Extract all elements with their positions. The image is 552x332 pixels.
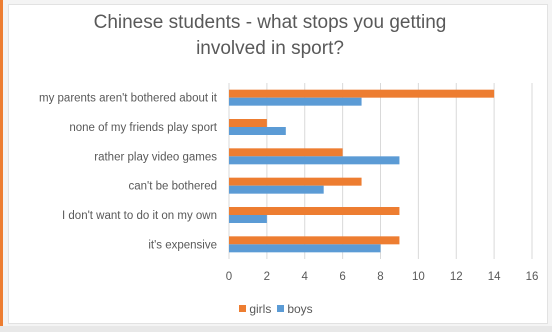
x-tick-label-1: 2 xyxy=(264,271,270,283)
bottom-strip xyxy=(0,326,552,332)
bar-boys-3 xyxy=(229,185,324,194)
x-tick-label-4: 8 xyxy=(377,271,383,283)
bar-boys-2 xyxy=(229,156,400,165)
bar-girls-2 xyxy=(229,148,343,157)
x-tick-label-3: 6 xyxy=(339,271,345,283)
bar-girls-3 xyxy=(229,177,362,186)
category-label-5: it's expensive xyxy=(148,239,217,251)
category-label-4: I don't want to do it on my own xyxy=(62,210,217,222)
accent-bar xyxy=(0,0,3,332)
category-label-2: rather play video games xyxy=(94,151,217,163)
legend-label-boys: boys xyxy=(287,301,313,316)
x-tick-label-5: 10 xyxy=(412,271,425,283)
x-tick-label-7: 14 xyxy=(488,271,501,283)
x-tick-label-2: 4 xyxy=(302,271,309,283)
legend-swatch-boys xyxy=(277,305,285,312)
bar-boys-1 xyxy=(229,127,286,135)
chart-title-line-1: Chinese students - what stops you gettin… xyxy=(93,12,447,33)
category-label-3: can't be bothered xyxy=(128,181,217,193)
legend-item-boys: boys xyxy=(277,301,313,316)
x-tick-label-8: 16 xyxy=(526,271,539,283)
bar-girls-1 xyxy=(229,119,267,127)
category-label-1: none of my friends play sport xyxy=(69,122,217,134)
chart-legend: girls boys xyxy=(0,301,552,316)
bar-girls-5 xyxy=(229,236,400,245)
x-tick-label-0: 0 xyxy=(226,271,232,283)
bar-girls-0 xyxy=(229,89,495,98)
bar-boys-0 xyxy=(229,97,362,106)
legend-swatch-girls xyxy=(239,305,247,312)
legend-label-girls: girls xyxy=(249,301,272,316)
x-tick-label-6: 12 xyxy=(450,271,463,283)
bar-boys-5 xyxy=(229,244,381,253)
chart-title: Chinese students - what stops you gettin… xyxy=(40,10,500,62)
category-label-0: my parents aren't bothered about it xyxy=(39,93,218,105)
bar-boys-4 xyxy=(229,215,267,223)
bar-girls-4 xyxy=(229,207,400,215)
legend-item-girls: girls xyxy=(239,302,271,316)
chart-title-line-2: involved in sport? xyxy=(196,38,344,59)
